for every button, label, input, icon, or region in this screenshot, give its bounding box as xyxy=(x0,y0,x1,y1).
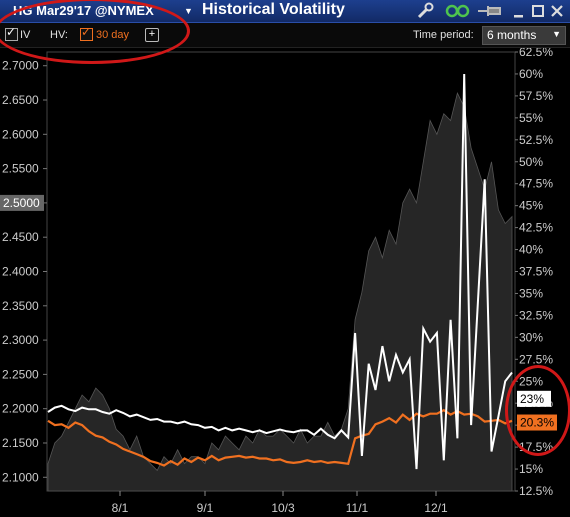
hv-series-line xyxy=(47,408,513,467)
right-axis-tick-label: 27.5% xyxy=(519,352,553,366)
left-axis-tick-label: 2.2000 xyxy=(2,402,39,416)
right-axis-tick-label: 57.5% xyxy=(519,89,553,103)
price-current-badge: 2.5000 xyxy=(0,194,44,211)
right-axis-tick-label: 42.5% xyxy=(519,221,553,235)
annotation-circle-right xyxy=(505,365,570,456)
price-area xyxy=(47,92,513,492)
left-axis-tick-label: 2.5500 xyxy=(2,162,39,176)
left-axis-tick-label: 2.3500 xyxy=(2,299,39,313)
x-axis-tick-label: 12/1 xyxy=(424,501,448,515)
right-axis-tick-label: 60% xyxy=(519,67,543,81)
close-icon[interactable] xyxy=(550,2,564,20)
time-period-label: Time period: xyxy=(413,29,474,41)
right-axis-tick-label: 47.5% xyxy=(519,177,553,191)
x-axis-tick-label: 10/3 xyxy=(271,501,295,515)
left-axis-tick-label: 2.7000 xyxy=(2,59,39,73)
svg-text:2.5000: 2.5000 xyxy=(3,196,40,210)
wrench-icon[interactable] xyxy=(416,2,434,20)
left-axis-tick-label: 2.4000 xyxy=(2,265,39,279)
right-axis-tick-label: 52.5% xyxy=(519,133,553,147)
x-axis-tick-label: 9/1 xyxy=(197,501,214,515)
window-title: Historical Volatility xyxy=(202,1,345,18)
symbol-dropdown-icon[interactable]: ▼ xyxy=(184,6,193,16)
right-axis-tick-label: 30% xyxy=(519,330,543,344)
annotation-circle-top xyxy=(0,0,190,64)
right-axis-tick-label: 55% xyxy=(519,111,543,125)
x-axis-tick-label: 8/1 xyxy=(112,501,129,515)
right-axis-tick-label: 12.5% xyxy=(519,484,553,498)
pin-icon[interactable] xyxy=(476,2,506,20)
maximize-icon[interactable] xyxy=(531,2,545,20)
right-axis-tick-label: 15% xyxy=(519,462,543,476)
right-axis-tick-label: 50% xyxy=(519,155,543,169)
time-period-value: 6 months xyxy=(487,28,537,42)
right-axis-tick-label: 37.5% xyxy=(519,265,553,279)
left-axis: 2.7000 2.6500 2.6000 2.5500 2.5000 2.4500 2.40… xyxy=(2,59,47,484)
left-axis-tick-label: 2.6500 xyxy=(2,93,39,107)
left-axis-tick-label: 2.3000 xyxy=(2,333,39,347)
left-axis-tick-label: 2.6000 xyxy=(2,127,39,141)
x-axis: 8/1 9/1 10/3 11/1 12/1 xyxy=(112,491,448,515)
left-axis-tick-label: 2.2500 xyxy=(2,367,39,381)
right-axis-tick-label: 62.5% xyxy=(519,48,553,59)
right-axis-tick-label: 35% xyxy=(519,286,543,300)
right-axis-tick-label: 32.5% xyxy=(519,308,553,322)
left-axis-tick-label: 2.1500 xyxy=(2,436,39,450)
x-axis-tick-label: 11/1 xyxy=(346,501,369,515)
right-axis-tick-label: 45% xyxy=(519,199,543,213)
left-axis-tick-label: 2.1000 xyxy=(2,470,39,484)
iv-series-line xyxy=(47,73,513,470)
link-icon[interactable] xyxy=(444,2,472,20)
chevron-down-icon: ▼ xyxy=(552,29,561,39)
right-axis-tick-label: 40% xyxy=(519,243,543,257)
volatility-chart[interactable]: 2.7000 2.6500 2.6000 2.5500 2.5000 2.4500 2.40… xyxy=(0,48,570,517)
time-period-select[interactable]: 6 months ▼ xyxy=(482,26,566,45)
left-axis-tick-label: 2.4500 xyxy=(2,230,39,244)
minimize-icon[interactable] xyxy=(512,2,526,20)
